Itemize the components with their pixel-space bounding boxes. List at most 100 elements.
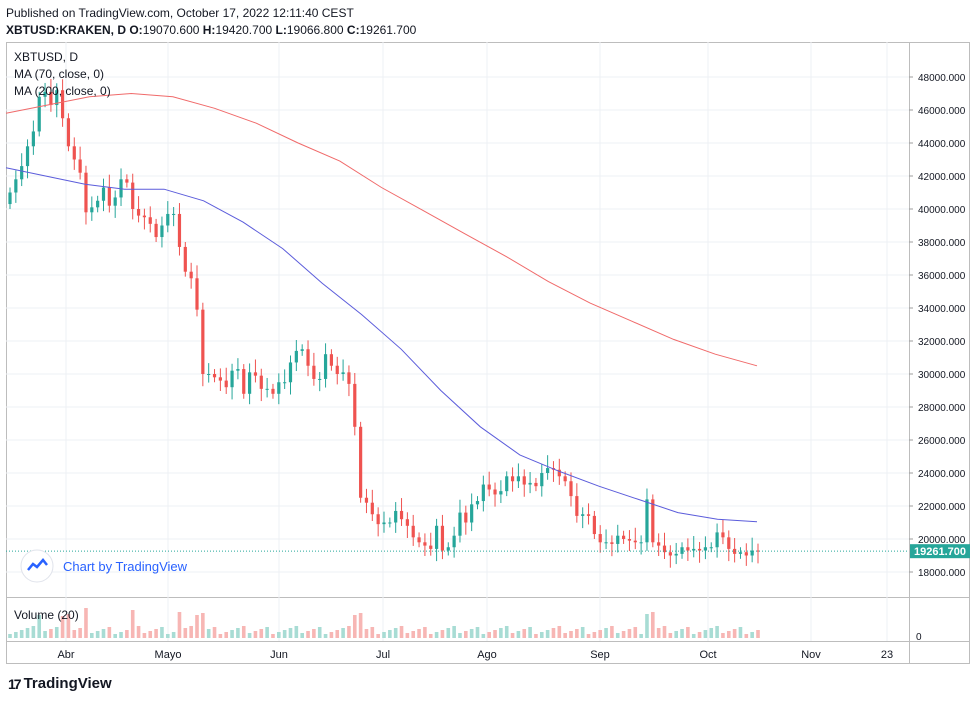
volume-bar [686, 627, 690, 638]
y-tick-label: 26000.000 [918, 436, 966, 447]
brand-footer[interactable]: 17 TradingView [8, 675, 112, 692]
volume-bar [189, 626, 193, 638]
candle-body [592, 515, 596, 535]
legend-symbol: XBTUSD, D [14, 50, 78, 64]
volume-bar [651, 612, 655, 638]
y-tick-label: 28000.000 [918, 403, 966, 414]
volume-bar [130, 610, 135, 638]
candle-body [277, 382, 281, 394]
volume-bar [78, 628, 82, 638]
volume-bar [575, 629, 579, 638]
volume-bar [19, 630, 24, 638]
ohlc-header: XBTUSD:KRAKEN, D O:19070.600 H:19420.700… [6, 23, 416, 37]
volume-bar [364, 629, 369, 638]
volume-bar [417, 629, 421, 638]
candle-body [715, 532, 719, 548]
candle-body [452, 535, 456, 548]
candle-body [703, 547, 708, 551]
volume-bar [72, 630, 77, 638]
chart-frame [6, 42, 910, 664]
volume-bar [551, 628, 556, 638]
candle-body [90, 207, 94, 213]
candle-body [627, 539, 632, 541]
volume-bar [446, 628, 451, 638]
volume-bar [107, 627, 112, 638]
volume-bar [312, 629, 316, 638]
volume-bar [534, 634, 538, 638]
legend-ma70: MA (70, close, 0) [14, 67, 104, 81]
volume-bar [154, 629, 158, 638]
candle-body [49, 91, 53, 106]
volume-bar [440, 630, 445, 638]
outer-frame [6, 42, 970, 664]
y-tick-label: 36000.000 [918, 271, 966, 282]
candle-body [651, 499, 655, 543]
volume-bar [119, 632, 123, 638]
candle-body [125, 179, 129, 183]
candle-body [458, 512, 462, 536]
volume-bar [680, 629, 684, 638]
volume-bar [557, 626, 562, 638]
candle-body [37, 96, 41, 132]
candle-body [43, 91, 47, 97]
volume-bar [382, 632, 386, 638]
price-badge: 19261.700 [910, 544, 970, 559]
candle-body [201, 309, 205, 374]
y-tick-label: 44000.000 [918, 139, 966, 150]
volume-bar [604, 628, 608, 638]
volume-bar [329, 632, 334, 638]
candle-body [207, 374, 211, 375]
volume-bar [277, 632, 281, 638]
x-tick-label: Mayo [155, 649, 182, 661]
candle-body [586, 514, 591, 516]
volume-bar [101, 629, 106, 638]
candle-body [212, 374, 217, 378]
candle-body [236, 369, 240, 371]
x-tick-label: 23 [881, 649, 893, 661]
volume-bar [253, 631, 258, 638]
open-value: 19070.600 [142, 23, 200, 37]
volume-bar [136, 626, 141, 638]
volume-bar [738, 627, 743, 638]
candle-body [359, 426, 363, 498]
candle-body [66, 118, 71, 147]
volume-bar [528, 627, 532, 638]
volume-bar [493, 630, 497, 638]
volume-bar [335, 630, 340, 638]
candle-body [177, 213, 182, 247]
candle-body [505, 476, 509, 492]
volume-bar [563, 633, 567, 638]
volume-bar [697, 632, 702, 638]
volume-bar [522, 629, 527, 638]
volume-bar [703, 630, 708, 638]
volume-bar [627, 629, 632, 638]
volume-bar [142, 633, 147, 638]
candle-body [247, 372, 252, 394]
y-tick-label: 34000.000 [918, 304, 966, 315]
volume-bar [84, 608, 88, 638]
volume-bar [481, 634, 486, 638]
high-value: 19420.700 [215, 23, 273, 37]
candle-body [750, 550, 754, 556]
volume-bar [37, 615, 42, 638]
candle-body [101, 187, 106, 201]
candle-body [633, 540, 637, 543]
volume-bar [341, 628, 345, 638]
candle-body [283, 382, 287, 384]
candle-body [692, 548, 696, 551]
high-label: H: [202, 23, 216, 37]
candle-body [242, 369, 246, 394]
volume-bar [160, 627, 164, 638]
price-chart[interactable]: 48000.000 46000.000 44000.000 42000.000 4000… [0, 0, 978, 670]
candle-body [84, 172, 88, 213]
ma70-line [5, 167, 758, 523]
candle-body [370, 502, 374, 515]
volume-bar [662, 626, 667, 638]
candle-body [470, 504, 474, 523]
candle-body [417, 537, 421, 543]
low-value: 19066.800 [286, 23, 344, 37]
price-axis: 48000.000 46000.000 44000.000 42000.000 4000… [909, 73, 966, 579]
volume-bar [674, 631, 678, 638]
candle-body [575, 496, 579, 516]
volume-bar [358, 613, 363, 638]
